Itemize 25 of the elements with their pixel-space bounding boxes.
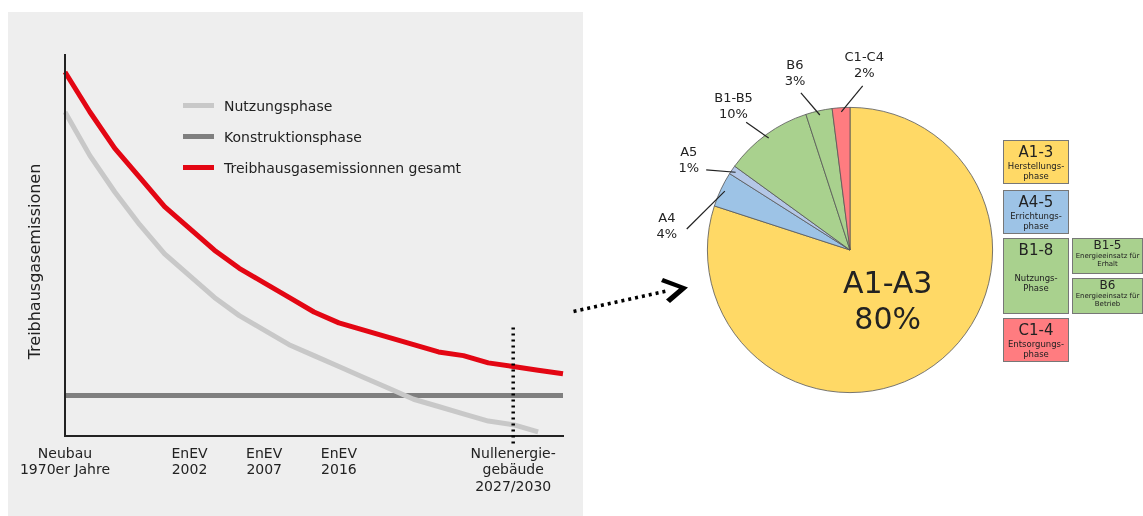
slice-label: C1-C4: [844, 49, 884, 65]
x-tick-label: EnEV 2016: [320, 444, 358, 478]
x-tick-label: EnEV 2007: [246, 444, 283, 478]
slice-label: A5: [680, 143, 698, 159]
phase-box: A4-5 Errichtungs- phase: [1003, 190, 1069, 234]
phase-box: C1-4 Entsorgungs- phase: [1003, 318, 1069, 362]
data-label: 80%: [854, 300, 922, 336]
data-label: 2%: [853, 65, 875, 81]
phase-box: B1-8 Nutzungs- Phase: [1003, 238, 1069, 314]
y-axis-title: Treibhausgasemissionen: [24, 162, 44, 362]
slice-label: A4: [658, 209, 676, 225]
x-tick-label: EnEV 2002: [171, 444, 208, 478]
data-label: 10%: [719, 106, 748, 122]
legend-label: Treibhausgasemissionnen gesamt: [224, 159, 462, 176]
data-label: 3%: [784, 73, 806, 89]
slice-label: B6: [786, 57, 804, 73]
data-label: 4%: [656, 225, 678, 241]
x-tick-label: Nullenergie- gebäude 2027/2030: [470, 444, 556, 495]
data-label: 1%: [678, 159, 700, 175]
phase-box: A1-3 Herstellungs- phase: [1003, 140, 1069, 184]
x-tick-label: Neubau 1970er Jahre: [19, 444, 111, 478]
legend-label: Nutzungsphase: [224, 97, 333, 114]
slice-label: A1-A3: [843, 264, 933, 300]
slice-label: B1-B5: [714, 90, 753, 106]
legend-label: Konstruktionsphase: [224, 128, 362, 145]
